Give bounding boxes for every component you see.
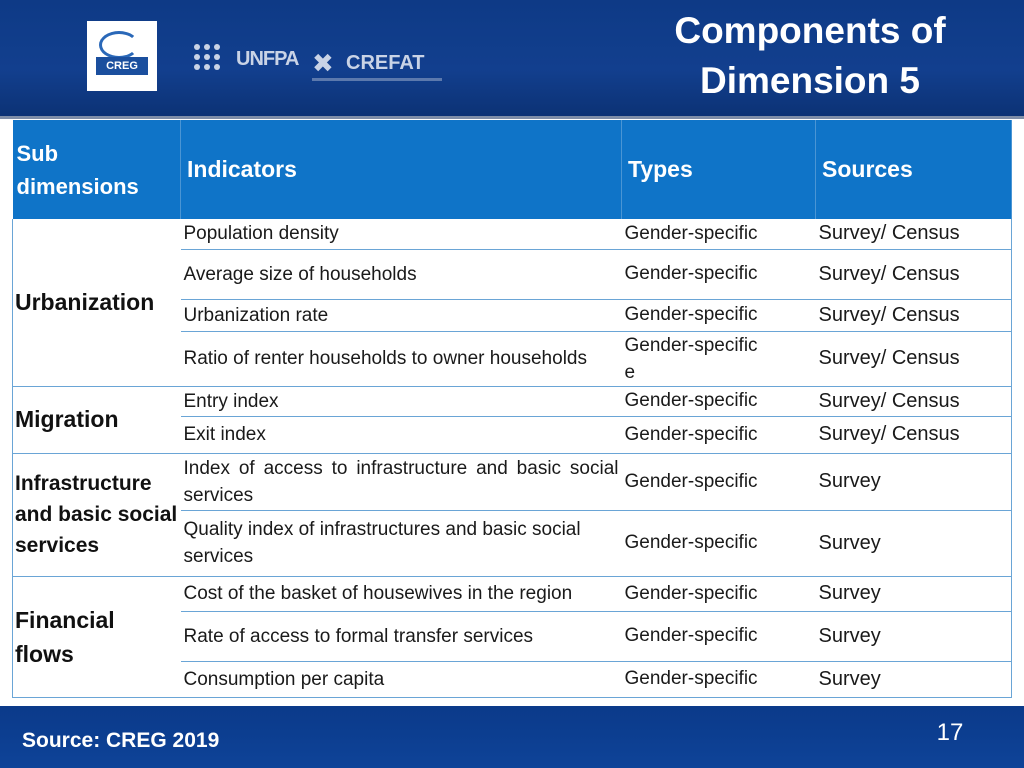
undp-dots-icon bbox=[194, 44, 234, 84]
source-cell: Survey/ Census bbox=[815, 249, 1012, 300]
type-cell: Gender-specific bbox=[621, 219, 816, 250]
footer-wave bbox=[860, 706, 1024, 768]
unfpa-logo: UNFPA bbox=[236, 48, 299, 70]
table-row: Exit index Gender-specific Survey/ Censu… bbox=[13, 416, 1012, 454]
creg-swirl-icon bbox=[99, 31, 139, 59]
header-types: Types bbox=[621, 120, 816, 219]
source-cell: Survey/ Census bbox=[815, 219, 1012, 250]
page-number: 17 bbox=[936, 719, 964, 746]
source-cell: Survey bbox=[815, 510, 1012, 577]
footer-source: Source: CREG 2019 bbox=[22, 729, 220, 752]
table-row: Infrastructure and basic social services… bbox=[12, 453, 1012, 577]
crefat-mark-icon: ✖ bbox=[312, 48, 334, 78]
page-title: Components of Dimension 5 bbox=[620, 6, 1000, 106]
table-row: Financial flows Cost of the basket of ho… bbox=[12, 576, 1012, 698]
type-cell: Gender-specific bbox=[621, 299, 816, 332]
source-cell: Survey/ Census bbox=[815, 299, 1012, 332]
type-cell: Gender-specific bbox=[621, 510, 816, 577]
creg-logo-text: CREG bbox=[96, 57, 148, 75]
table-row: Quality index of infrastructures and bas… bbox=[13, 510, 1012, 577]
creg-logo: CREG bbox=[87, 21, 157, 91]
source-cell: Survey/ Census bbox=[815, 331, 1012, 387]
footer-bar bbox=[0, 706, 1024, 768]
source-cell: Survey bbox=[815, 661, 1012, 698]
type-cell: Gender-specific bbox=[621, 453, 816, 511]
type-cell: Gender-specific bbox=[621, 386, 816, 417]
indicator-cell: Exit index bbox=[180, 416, 622, 454]
table-row: Consumption per capita Gender-specific S… bbox=[13, 661, 1012, 698]
header-sub-dimensions: Sub dimensions bbox=[12, 120, 181, 219]
source-cell: Survey bbox=[815, 576, 1012, 612]
table-row: Migration Entry index Gender-specific Su… bbox=[12, 386, 1012, 454]
crefat-logo: ✖ CREFAT bbox=[312, 46, 442, 86]
indicator-cell: Consumption per capita bbox=[180, 661, 622, 698]
indicator-cell: Rate of access to formal transfer servic… bbox=[180, 611, 622, 662]
sub-dimension-migration: Migration bbox=[12, 386, 181, 454]
table-header-row: Sub dimensions Indicators Types Sources bbox=[12, 120, 1012, 219]
source-cell: Survey/ Census bbox=[815, 416, 1012, 454]
table-row: Rate of access to formal transfer servic… bbox=[13, 611, 1012, 662]
indicator-cell: Entry index bbox=[180, 386, 622, 417]
source-cell: Survey/ Census bbox=[815, 386, 1012, 417]
header-sources: Sources bbox=[815, 120, 1012, 219]
type-cell: Gender-specific bbox=[621, 249, 816, 300]
header-banner bbox=[0, 0, 1024, 119]
indicator-cell: Ratio of renter households to owner hous… bbox=[180, 331, 622, 387]
indicator-cell: Index of access to infrastructure and ba… bbox=[180, 453, 622, 511]
crefat-tagline bbox=[312, 78, 442, 81]
crefat-logo-text: CREFAT bbox=[346, 52, 425, 74]
source-cell: Survey bbox=[815, 453, 1012, 511]
sub-dimension-infrastructure: Infrastructure and basic social services bbox=[12, 453, 181, 577]
page-title-line-2: Dimension 5 bbox=[700, 60, 920, 101]
sub-dimension-urbanization: Urbanization bbox=[12, 219, 181, 387]
header-indicators: Indicators bbox=[180, 120, 622, 219]
type-cell: Gender-specific bbox=[621, 661, 816, 698]
page-title-line-1: Components of bbox=[674, 10, 946, 51]
table-row: Urbanization rate Gender-specific Survey… bbox=[13, 299, 1012, 332]
dimension-table: Sub dimensions Indicators Types Sources … bbox=[12, 120, 1012, 698]
table-row: Average size of households Gender-specif… bbox=[13, 249, 1012, 300]
indicator-cell: Average size of households bbox=[180, 249, 622, 300]
type-cell: Gender-specific bbox=[621, 611, 816, 662]
table-row: Urbanization Population density Gender-s… bbox=[12, 219, 1012, 387]
sub-dimension-financial-flows: Financial flows bbox=[12, 576, 181, 698]
indicator-cell: Population density bbox=[180, 219, 622, 250]
indicator-cell: Cost of the basket of housewives in the … bbox=[180, 576, 622, 612]
source-cell: Survey bbox=[815, 611, 1012, 662]
indicator-cell: Urbanization rate bbox=[180, 299, 622, 332]
type-cell: Gender-specific bbox=[621, 576, 816, 612]
table-row: Ratio of renter households to owner hous… bbox=[13, 331, 1012, 387]
type-cell: Gender-specific e bbox=[621, 331, 816, 387]
indicator-cell: Quality index of infrastructures and bas… bbox=[180, 510, 622, 577]
type-cell: Gender-specific bbox=[621, 416, 816, 454]
